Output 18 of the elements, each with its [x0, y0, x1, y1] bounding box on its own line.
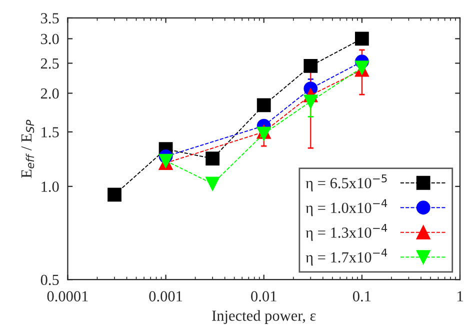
- x-tick-label: 1: [458, 291, 463, 302]
- legend-label: η = 1.0x10$^{−4}$: [306, 199, 388, 216]
- y-tick-label: 2.0: [40, 88, 59, 99]
- legend-label: η = 1.7x10$^{−4}$: [306, 248, 388, 266]
- x-axis-title: Injected power, ε: [212, 310, 316, 324]
- y-tick-label: 1.0: [42, 182, 59, 192]
- y-tick-label: 2.5: [40, 58, 59, 69]
- y-tick-label: 3.5: [41, 13, 59, 24]
- y-tick-label: 1.5: [42, 127, 59, 138]
- x-tick-label: 0.001: [149, 291, 182, 302]
- y-axis-title: E$_{eff}$ / E$_{SP}$: [21, 120, 34, 178]
- y-tick-label: 3.0: [41, 34, 59, 44]
- x-tick-label: 0.0001: [47, 291, 88, 302]
- legend-label: η = 6.5x10$^{−5}$: [306, 174, 387, 192]
- x-tick-label: 0.01: [251, 291, 276, 302]
- y-tick-label: 0.5: [40, 274, 59, 286]
- x-tick-label: 0.1: [352, 291, 371, 302]
- legend-label: η = 1.3x10$^{−4}$: [306, 224, 388, 241]
